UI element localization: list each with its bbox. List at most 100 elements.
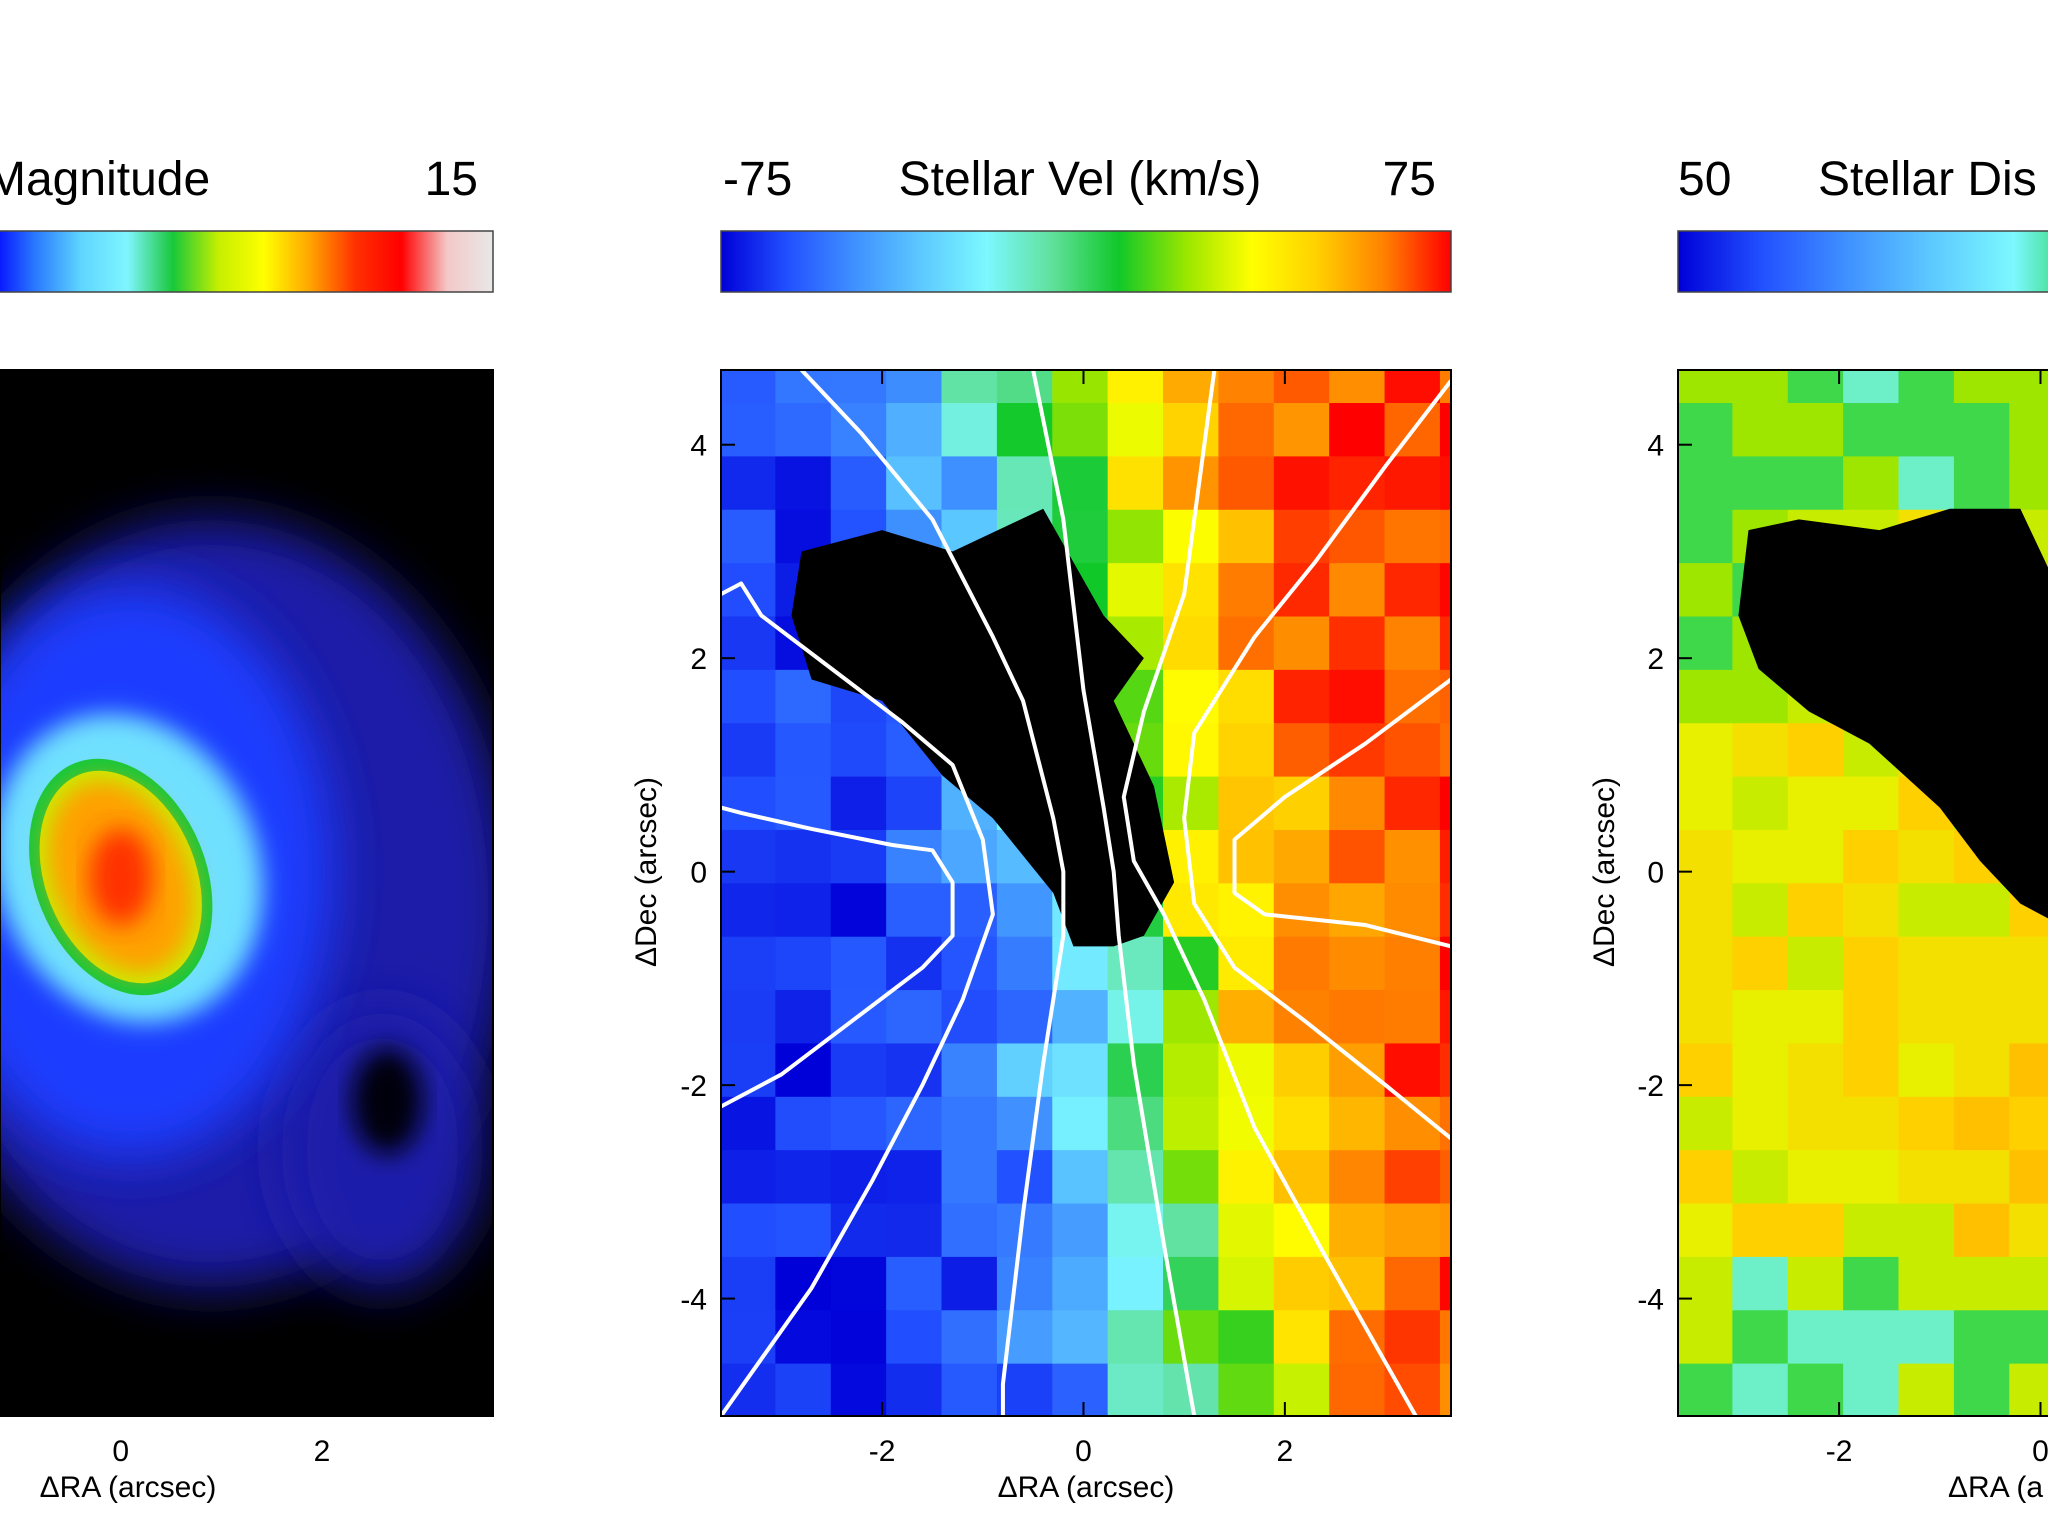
- velocity-bin: [1163, 1148, 1221, 1204]
- dispersion-bin: [1732, 774, 1790, 830]
- velocity-bin: [1163, 1308, 1221, 1364]
- velocity-bin: [941, 988, 999, 1044]
- dispersion-bin: [1678, 827, 1735, 884]
- velocity-bin: [1163, 774, 1221, 830]
- velocity-bin: [886, 370, 944, 404]
- colorbar-magnitude: [0, 230, 494, 293]
- velocity-bin: [1107, 1201, 1166, 1257]
- velocity-bin: [1273, 1254, 1332, 1311]
- isovelocity-contour: [1232, 677, 1451, 949]
- velocity-bin: [1495, 1415, 1552, 1470]
- dispersion-bin: [1953, 1361, 2012, 1416]
- dispersion-bin: [1787, 988, 1846, 1044]
- dispersion-bin: [1898, 1308, 1956, 1364]
- dispersion-bin: [1953, 1415, 2012, 1416]
- velocity-bin: [941, 454, 999, 510]
- dispersion-bin: [1678, 370, 1735, 404]
- velocity-bin: [1273, 667, 1332, 724]
- velocity-bin: [1052, 1094, 1110, 1151]
- dispersion-bin: [1732, 454, 1790, 510]
- velocity-bin: [1329, 988, 1387, 1044]
- dispersion-bin: [1843, 454, 1901, 510]
- dispersion-bin: [1678, 1201, 1735, 1257]
- dispersion-bin: [1678, 401, 1735, 457]
- velocity-bin: [1163, 934, 1221, 991]
- velocity-bin: [830, 934, 889, 991]
- velocity-bin: [1495, 614, 1552, 669]
- velocity-bin: [775, 1148, 833, 1204]
- colorbar-max-label-magnitude: 15: [425, 153, 478, 206]
- x-axis-label-velocity: ΔRA (arcsec): [998, 1471, 1175, 1504]
- velocity-bin: [1329, 294, 1386, 349]
- velocity-bin: [830, 1201, 889, 1257]
- velocity-bin: [1384, 1361, 1442, 1416]
- dispersion-bin: [1787, 721, 1846, 777]
- velocity-bin: [1384, 721, 1442, 777]
- dispersion-bin: [1953, 1041, 2012, 1097]
- dispersion-bin: [1732, 1415, 1790, 1416]
- velocity-bin: [1329, 827, 1387, 884]
- velocity-bin: [830, 774, 889, 830]
- dispersion-bin: [1732, 1148, 1790, 1204]
- velocity-bin: [1439, 1415, 1451, 1416]
- isovelocity-contour: [721, 805, 955, 1109]
- velocity-bin: [1052, 454, 1110, 510]
- velocity-bin: [1218, 561, 1276, 617]
- velocity-bin: [1384, 1148, 1442, 1204]
- velocity-bin: [721, 561, 722, 617]
- dispersion-bin: [1843, 1094, 1901, 1151]
- velocity-bin: [886, 454, 944, 510]
- dispersion-bin: [1678, 1254, 1735, 1311]
- masked-region-dispersion: [1738, 508, 2048, 919]
- velocity-bin: [1052, 401, 1110, 457]
- dispersion-bin: [2009, 1308, 2048, 1364]
- velocity-bin: [941, 1361, 999, 1416]
- velocity-bin: [721, 934, 778, 991]
- dispersion-bin: [1678, 507, 1735, 564]
- velocity-xtick-label: -2: [869, 1435, 896, 1468]
- velocity-bin: [775, 1201, 833, 1257]
- velocity-bin: [1163, 1094, 1221, 1151]
- velocity-bin: [721, 1148, 778, 1204]
- velocity-bin: [1439, 667, 1451, 724]
- velocity-bin: [1163, 454, 1221, 510]
- velocity-bin: [1495, 1362, 1552, 1417]
- velocity-bin: [830, 721, 889, 777]
- panel-magnitude: Magnitude 15 0 2 ΔRA (arcsec): [0, 153, 494, 1504]
- dispersion-bin: [1898, 401, 1956, 457]
- velocity-bin: [886, 1201, 944, 1257]
- dispersion-bin: [1898, 1094, 1956, 1151]
- velocity-bin: [1218, 774, 1276, 830]
- dispersion-bin: [1843, 1308, 1901, 1364]
- dispersion-bin: [1953, 1148, 2012, 1204]
- velocity-bin: [1439, 1148, 1451, 1204]
- dispersion-bin: [1678, 1308, 1735, 1364]
- velocity-bin: [1495, 454, 1552, 509]
- velocity-bin: [1384, 454, 1442, 510]
- velocity-bin: [1218, 934, 1276, 991]
- velocity-ytick-label: 2: [690, 643, 707, 676]
- velocity-bin: [1495, 988, 1552, 1043]
- dispersion-bin: [1953, 1094, 2012, 1151]
- velocity-bin: [1218, 721, 1276, 777]
- velocity-bin: [1107, 1094, 1166, 1151]
- dispersion-bin: [1732, 1094, 1790, 1151]
- velocity-bin: [1329, 561, 1387, 617]
- dispersion-bin: [1787, 454, 1846, 510]
- velocity-bin: [1273, 721, 1332, 777]
- magnitude-xtick-label: 2: [314, 1435, 331, 1468]
- velocity-bin: [721, 881, 778, 937]
- dispersion-bin: [1732, 934, 1790, 991]
- velocity-bin: [721, 507, 722, 564]
- velocity-bin: [996, 881, 1055, 937]
- dispersion-bin: [1732, 370, 1790, 404]
- magnitude-xtick-label: 0: [112, 1435, 129, 1468]
- velocity-bin: [1273, 1361, 1332, 1416]
- dispersion-bin: [1953, 1201, 2012, 1257]
- velocity-bin: [1107, 370, 1166, 404]
- velocity-bin: [941, 1148, 999, 1204]
- velocity-bin: [1329, 1094, 1387, 1151]
- velocity-bin: [886, 1148, 944, 1204]
- velocity-bin: [1052, 1308, 1110, 1364]
- velocity-bin: [1495, 668, 1552, 723]
